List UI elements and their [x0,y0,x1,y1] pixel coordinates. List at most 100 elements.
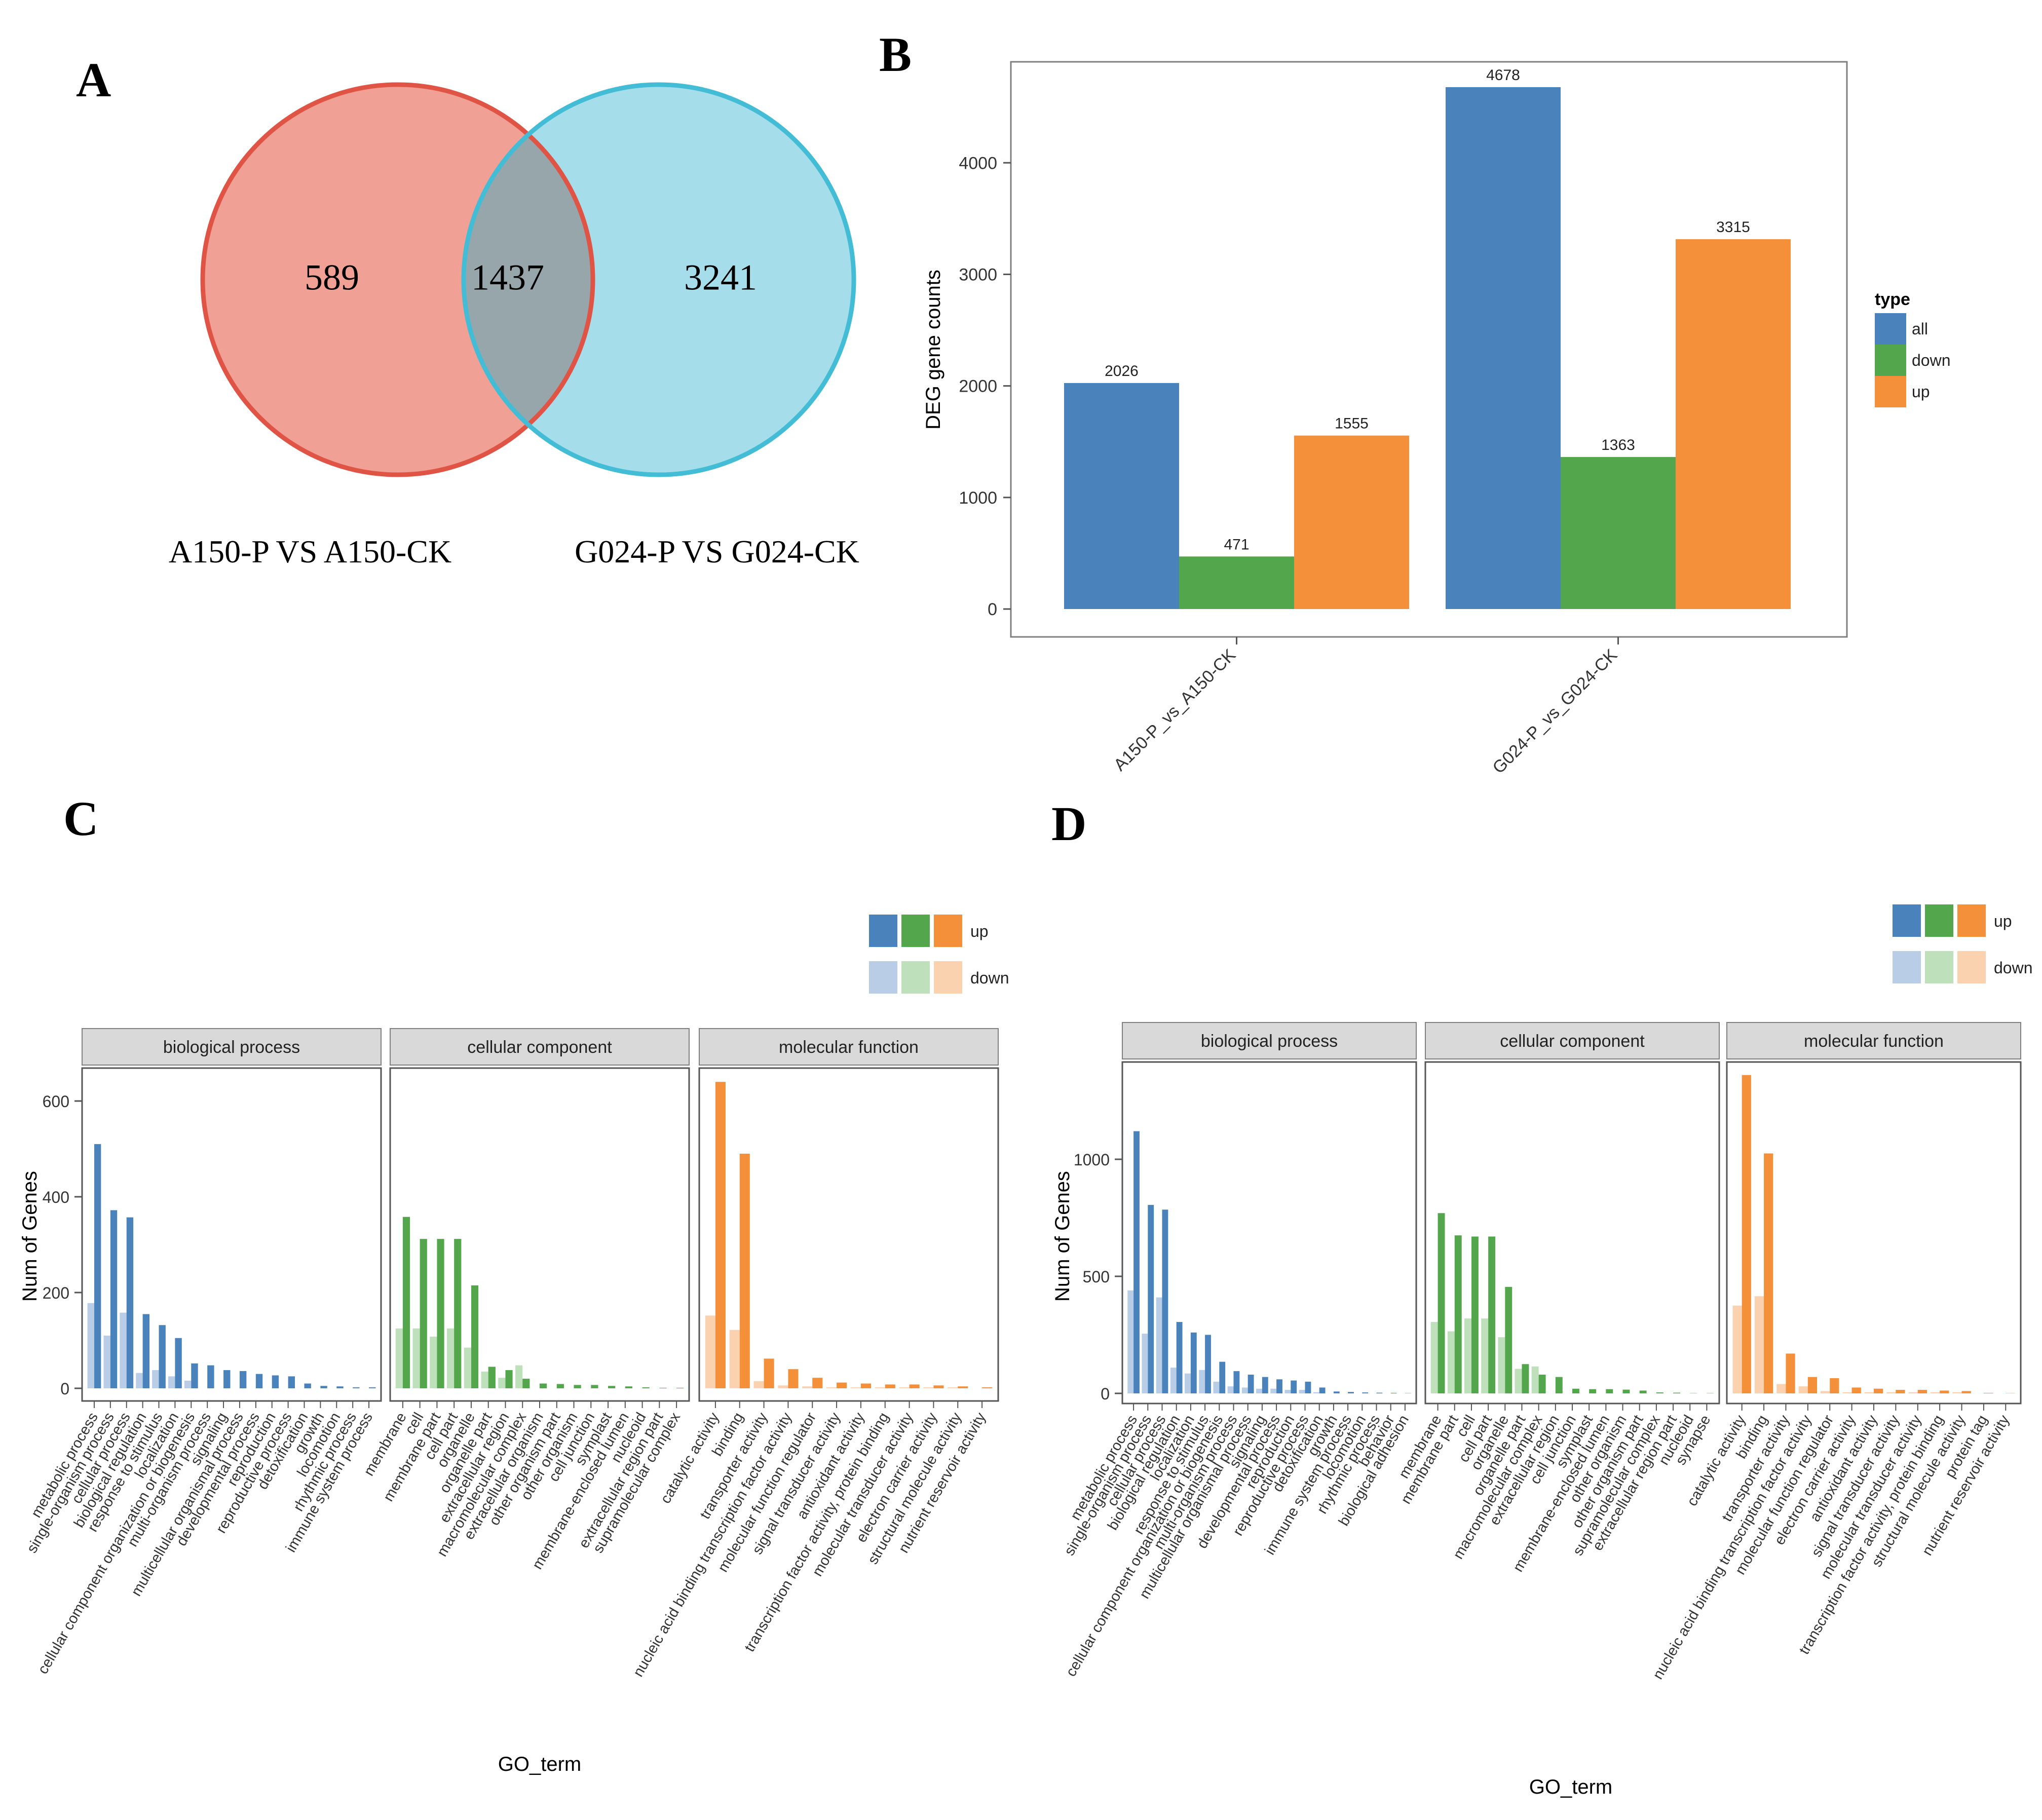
chart-d-bar-up [1148,1205,1154,1393]
chart-d-bar-up [1291,1380,1297,1393]
chart-d-bar-up [1851,1387,1861,1393]
chart-c-facet-title: biological process [163,1038,300,1057]
chart-d-bar-up [1348,1392,1354,1393]
chart-d-bar-up [1247,1375,1254,1393]
chart-c-xlabel: GO_term [498,1753,581,1775]
chart-b-data-label: 2026 [1105,363,1139,380]
chart-c-bar-up [505,1370,513,1388]
chart-d-ytick-label: 0 [1101,1385,1110,1403]
chart-d-bar-up [1807,1377,1818,1393]
chart-b-ytick-label: 2000 [959,377,997,396]
chart-c-bar-up [933,1385,944,1388]
chart-c-bar-up [522,1379,530,1388]
chart-b-legend-swatch [1875,376,1906,407]
chart-d-bar-down [1299,1390,1305,1393]
chart-c-bar-up [223,1370,231,1388]
chart-c-ytick-label: 200 [43,1284,69,1302]
chart-c-bar-up [812,1378,823,1388]
chart-b-ytick-label: 3000 [959,265,997,284]
chart-c-bar-up [788,1369,799,1388]
chart-b-x-axis: A150-P_vs_A150-CK G024-P_vs_G024-CK [1110,637,1621,778]
chart-d-bar-down [1127,1290,1134,1393]
chart-c-bar-down [498,1378,506,1388]
venn-intersection-count: 1437 [471,257,544,298]
chart-d-bar-up [1333,1391,1340,1393]
chart-d-facet-title: cellular component [1500,1032,1645,1051]
chart-c-bar-down [168,1376,175,1388]
chart-d-facet-strip [1726,1022,2021,1059]
chart-c-bar-up [982,1387,993,1388]
chart-c-legend-swatch-up [901,915,930,947]
chart-c-facet-strip [699,1028,999,1066]
chart-c-bar-up [239,1371,247,1388]
chart-b: DEG gene counts 0 1000 2000 3000 4000 2026 47… [922,61,1951,778]
chart-d-bar-down [1798,1386,1808,1393]
venn-left-set-label: A150-P VS A150-CK [169,534,451,570]
chart-c-bar-down [430,1336,437,1388]
chart-c-bar-down [826,1387,837,1388]
chart-d-bar-down [1886,1392,1896,1393]
chart-b-bar [1064,383,1179,609]
chart-b-bars: 2026 471 1555 4678 1363 3315 [1064,67,1791,609]
chart-d-bar-up [1488,1236,1496,1393]
chart-d-bar-down [1241,1387,1248,1393]
chart-d-bar-down [1142,1334,1148,1393]
chart-b-legend-label: up [1912,383,1930,401]
chart-d-bar-up [1276,1379,1282,1393]
chart-d-bar-up [1764,1153,1773,1393]
chart-d-bar-up [1233,1371,1240,1393]
chart-c-bar-down [152,1370,159,1388]
chart-c-bar-down [184,1380,192,1388]
chart-d-bar-up [1538,1375,1546,1393]
chart-d-legend-swatch-up [1925,904,1953,937]
chart-d-legend-label-down: down [1994,959,2033,977]
chart-d-xlabel: GO_term [1529,1776,1612,1798]
chart-c-bar-up [255,1374,263,1388]
chart-d-bar-down [1185,1373,1191,1393]
chart-c-bar-up [142,1314,150,1388]
chart-c-legend-swatch-up [869,915,897,947]
chart-c-legend-label-down: down [970,969,1009,987]
venn-circle-left-outline [200,82,595,477]
chart-c-bar-down [464,1347,471,1388]
chart-d-facet-strip [1122,1022,1417,1059]
chart-c-bar-down [136,1373,143,1388]
chart-d-bar-up [1896,1390,1905,1393]
chart-c-legend-swatch-down [934,961,962,994]
chart-c-bar-up [837,1382,847,1388]
chart-b-bar [1561,457,1676,609]
chart-c-bar-up [540,1383,547,1388]
venn-overlap [463,134,593,425]
chart-d-bar-up [1961,1391,1971,1393]
chart-c-bar-up [909,1384,920,1388]
chart-c-facet-title: molecular function [779,1038,919,1057]
chart-b-legend-swatch [1875,345,1906,376]
chart-c-bar-up [353,1387,360,1388]
chart-d-bar-up [1176,1322,1183,1393]
chart-d-bar-up [1656,1392,1663,1393]
chart-c: up down 0 200 400 600 Num of Genes GO_term biolo… [19,915,1009,1775]
chart-d-facet-title: molecular function [1804,1032,1944,1051]
chart-c-facet-strip [82,1028,382,1066]
chart-c-bar-down [515,1365,523,1388]
chart-c-bar-up [304,1383,311,1388]
chart-c-bar-up [175,1338,182,1388]
chart-d-bar-down [1284,1390,1291,1393]
chart-d-bar-down [1498,1337,1505,1393]
chart-c-bar-up [402,1217,410,1388]
chart-c-bar-down [103,1336,110,1388]
chart-b-bar [1446,87,1561,609]
chart-c-bar-up [591,1385,598,1388]
chart-c-bar-up [126,1217,134,1388]
chart-d-bar-up [1454,1235,1462,1393]
chart-d-bar-down [1464,1318,1471,1393]
chart-c-bar-up [608,1386,616,1388]
chart-d-bar-up [1830,1378,1839,1393]
chart-c-bar-down [412,1328,420,1388]
chart-c-bar-up [488,1367,496,1388]
chart-c-bar-down [395,1328,403,1388]
chart-d-bar-up [1471,1236,1479,1393]
chart-d-bar-down [1430,1322,1438,1393]
